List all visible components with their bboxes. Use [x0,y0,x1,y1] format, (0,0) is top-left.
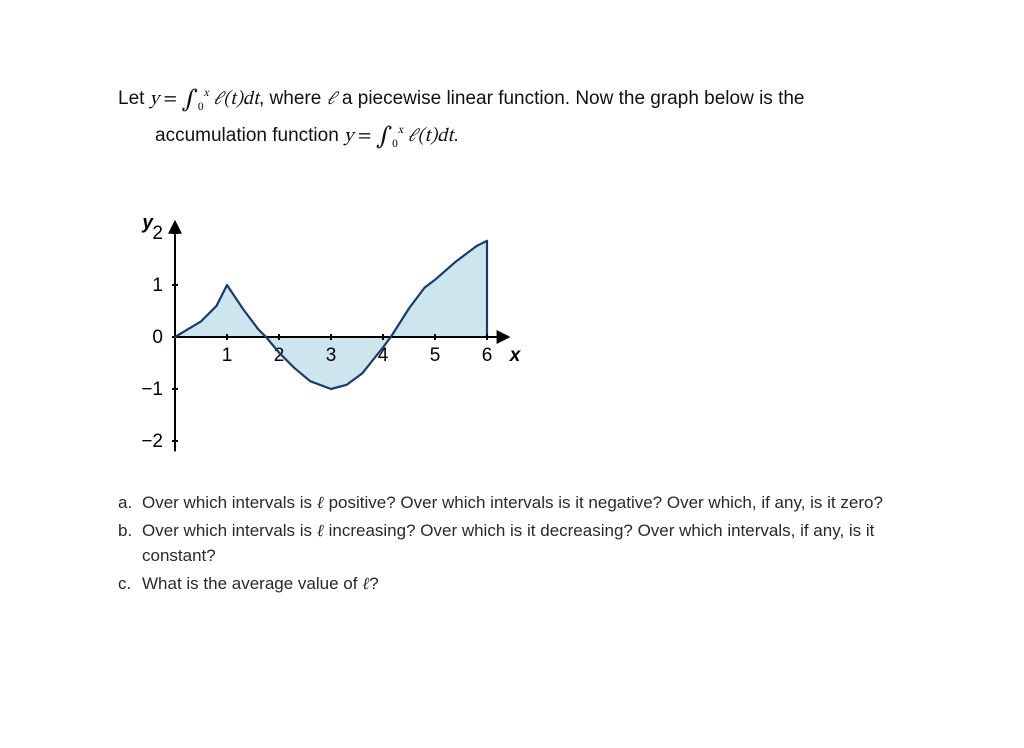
prompt-line-1: Let y = ∫0x ℓ(t)dt, where ℓ a piecewise … [118,80,898,117]
qc-letter: c. [118,571,142,597]
qb-text: Over which intervals is ℓ increasing? Ov… [142,518,918,569]
eq1-eq: = [159,90,182,109]
svg-text:2: 2 [152,223,163,244]
question-a: a. Over which intervals is ℓ positive? O… [118,490,918,516]
qa-text: Over which intervals is ℓ positive? Over… [142,490,918,516]
eq1-int: ∫ [182,88,198,112]
prompt-mid2: a piecewise linear function. Now the gra… [337,88,805,109]
qb-letter: b. [118,518,142,569]
question-c: c. What is the average value of ℓ? [118,571,918,597]
svg-text:1: 1 [152,275,163,296]
qa-ell: ℓ [317,493,324,512]
svg-text:6: 6 [482,345,493,366]
eq1-fn: ℓ(t)dt [209,90,259,109]
prompt-pre1: Let [118,88,150,109]
questions: a. Over which intervals is ℓ positive? O… [118,490,918,598]
prompt-text: Let y = ∫0x ℓ(t)dt, where ℓ a piecewise … [118,80,898,154]
accumulation-chart: 123456−2−1012xy [105,175,535,455]
qa-t1: Over which intervals is [142,493,317,512]
eq2-y: y [344,127,353,146]
svg-text:y: y [141,213,154,234]
prompt-mid1: , where [259,88,327,109]
qa-letter: a. [118,490,142,516]
svg-text:0: 0 [152,327,163,348]
eq1-lo: 0 [198,102,203,113]
qb-ell: ℓ [317,521,324,540]
qc-text: What is the average value of ℓ? [142,571,918,597]
page: Let y = ∫0x ℓ(t)dt, where ℓ a piecewise … [0,0,1024,748]
svg-text:−1: −1 [141,379,163,400]
svg-text:3: 3 [326,345,337,366]
eq2-eq: = [353,127,376,146]
eq2-int: ∫ [376,125,392,149]
question-b: b. Over which intervals is ℓ increasing?… [118,518,918,569]
eq1-y: y [150,90,159,109]
eq2-lo: 0 [392,139,397,150]
prompt-line2b: . [453,125,458,146]
qc-t1: What is the average value of [142,574,362,593]
eq2-fn: ℓ(t)dt [403,127,453,146]
svg-text:−2: −2 [141,431,163,452]
qa-t2: positive? Over which intervals is it neg… [324,493,883,512]
qb-t1: Over which intervals is [142,521,317,540]
svg-text:x: x [509,345,522,366]
prompt-line2a: accumulation function [155,125,344,146]
svg-text:1: 1 [222,345,233,366]
svg-text:5: 5 [430,345,441,366]
prompt-ell: ℓ [327,90,337,109]
qc-t2: ? [369,574,378,593]
chart-svg: 123456−2−1012xy [105,175,535,455]
prompt-line-2: accumulation function y = ∫0x ℓ(t)dt. [155,117,898,154]
